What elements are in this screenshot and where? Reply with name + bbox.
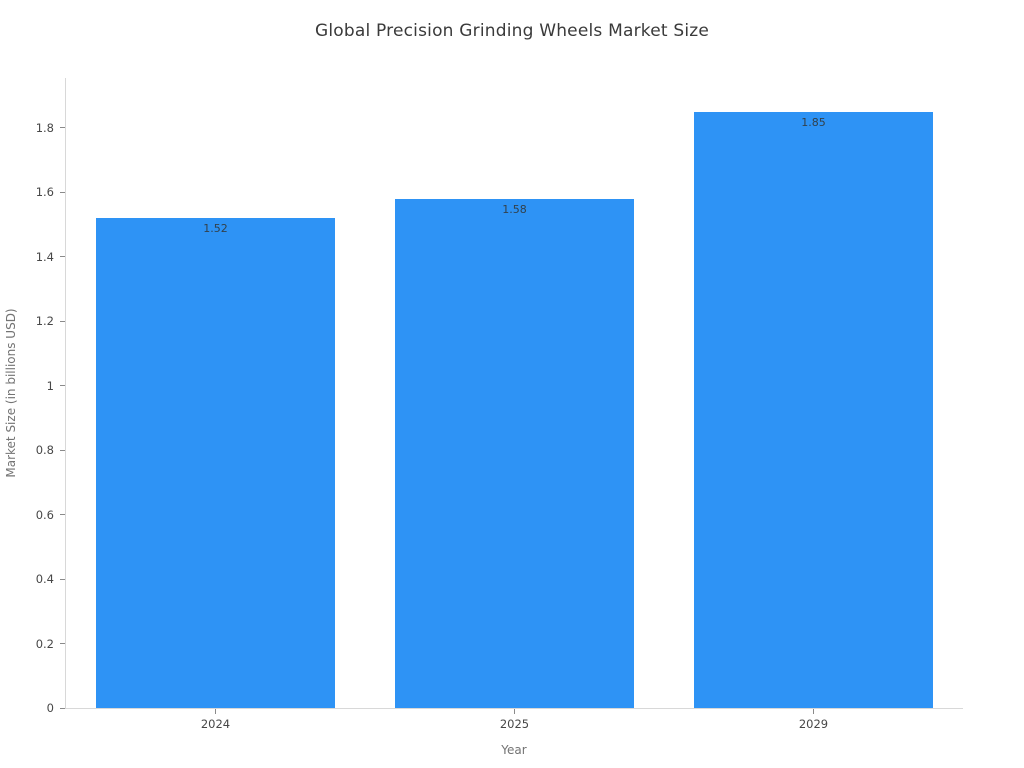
y-tick-label: 0	[46, 701, 54, 715]
x-tick-mark	[813, 709, 814, 714]
y-tick-mark	[60, 320, 65, 322]
y-tick-mark	[60, 578, 65, 580]
y-tick-label: 1.6	[35, 185, 54, 200]
y-tick-mark	[60, 514, 65, 516]
x-axis-title: Year	[501, 743, 527, 757]
y-tick-mark	[60, 385, 65, 387]
x-tick-mark	[215, 709, 216, 714]
y-tick-label: 1	[46, 378, 54, 393]
x-tick-label: 2025	[499, 717, 530, 731]
y-tick-mark	[60, 707, 65, 709]
plot-area: 0 0.2 0.4 0.6 0.8 1 1.2 1.4 1.6 1.8 1.52 2024 1.58 20…	[36, 78, 963, 731]
y-tick-mark	[60, 643, 65, 645]
y-tick-label: 0.4	[35, 572, 54, 587]
y-tick-label: 1.2	[35, 314, 54, 329]
bar-value-label: 1.58	[502, 202, 527, 216]
y-tick-mark	[60, 449, 65, 451]
bar-value-label: 1.85	[801, 115, 826, 129]
x-tick-label: 2029	[798, 717, 829, 731]
y-tick-mark	[60, 256, 65, 258]
y-tick-label: 1.4	[35, 249, 54, 264]
x-tick-mark	[514, 709, 515, 714]
y-tick-label: 0.6	[35, 507, 54, 522]
bar: 1.85	[693, 111, 934, 708]
y-tick-label: 1.8	[35, 120, 54, 135]
chart-title: Global Precision Grinding Wheels Market …	[314, 21, 710, 41]
bar: 1.52	[95, 218, 336, 708]
bar: 1.58	[394, 198, 635, 708]
y-tick-label: 0.2	[35, 636, 54, 651]
y-tick-label: 0.8	[35, 443, 54, 458]
y-tick-mark	[60, 127, 65, 129]
y-tick-mark	[60, 191, 65, 193]
x-tick-label: 2024	[200, 717, 231, 731]
y-axis-line	[65, 78, 66, 708]
x-axis-line	[65, 708, 963, 709]
bar-value-label: 1.52	[203, 222, 228, 236]
y-axis-title: Market Size (in billions USD)	[4, 308, 18, 478]
